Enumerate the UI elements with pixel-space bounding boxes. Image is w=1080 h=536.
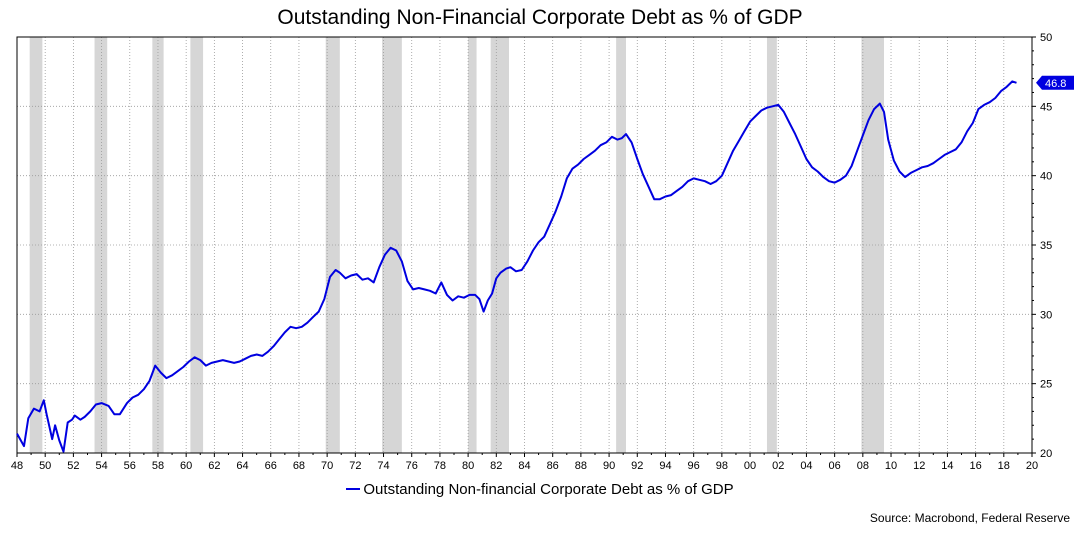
recession-band bbox=[468, 37, 477, 453]
x-tick-label: 20 bbox=[1026, 460, 1038, 472]
legend-label: Outstanding Non-financial Corporate Debt… bbox=[363, 481, 734, 498]
x-tick-label: 60 bbox=[180, 460, 192, 472]
x-tick-label: 16 bbox=[969, 460, 981, 472]
recession-band bbox=[190, 37, 204, 453]
x-tick-label: 84 bbox=[518, 460, 530, 472]
x-tick-label: 86 bbox=[547, 460, 559, 472]
legend-line-swatch bbox=[346, 488, 361, 491]
x-tick-label: 08 bbox=[857, 460, 869, 472]
last-value-tag bbox=[1036, 75, 1074, 90]
x-tick-label: 94 bbox=[659, 460, 671, 472]
x-tick-label: 50 bbox=[39, 460, 51, 472]
y-tick-label: 50 bbox=[1040, 32, 1052, 44]
recession-band bbox=[616, 37, 626, 453]
x-tick-label: 74 bbox=[377, 460, 389, 472]
data-series-line bbox=[16, 80, 1017, 453]
x-tick-label: 14 bbox=[941, 460, 953, 472]
x-tick-label: 00 bbox=[744, 460, 756, 472]
x-tick-label: 62 bbox=[208, 460, 220, 472]
x-tick-label: 80 bbox=[462, 460, 474, 472]
x-tick-label: 68 bbox=[293, 460, 305, 472]
x-tick-label: 92 bbox=[631, 460, 643, 472]
x-tick-label: 82 bbox=[490, 460, 502, 472]
x-tick-label: 88 bbox=[575, 460, 587, 472]
recession-band bbox=[29, 37, 43, 453]
recession-band bbox=[94, 37, 108, 453]
x-tick-label: 06 bbox=[829, 460, 841, 472]
chart-title: Outstanding Non-Financial Corporate Debt… bbox=[277, 6, 803, 29]
x-tick-label: 52 bbox=[67, 460, 79, 472]
x-tick-label: 70 bbox=[321, 460, 333, 472]
x-tick-label: 56 bbox=[124, 460, 136, 472]
legend: Outstanding Non-financial Corporate Debt… bbox=[0, 481, 1080, 498]
x-tick-label: 90 bbox=[603, 460, 615, 472]
last-value-label: 46.8 bbox=[1045, 78, 1066, 90]
x-tick-label: 12 bbox=[913, 460, 925, 472]
x-tick-label: 10 bbox=[885, 460, 897, 472]
x-tick-label: 18 bbox=[998, 460, 1010, 472]
y-tick-label: 40 bbox=[1040, 171, 1052, 183]
x-tick-label: 04 bbox=[800, 460, 812, 472]
y-tick-label: 20 bbox=[1040, 448, 1052, 460]
recession-band bbox=[490, 37, 509, 453]
x-tick-label: 02 bbox=[772, 460, 784, 472]
recession-band bbox=[766, 37, 777, 453]
x-tick-label: 64 bbox=[236, 460, 248, 472]
x-tick-label: 98 bbox=[716, 460, 728, 472]
y-tick-label: 45 bbox=[1040, 101, 1052, 113]
x-tick-label: 58 bbox=[152, 460, 164, 472]
recession-band bbox=[382, 37, 402, 453]
x-tick-label: 76 bbox=[406, 460, 418, 472]
x-tick-label: 54 bbox=[95, 460, 107, 472]
x-tick-label: 72 bbox=[349, 460, 361, 472]
y-tick-label: 30 bbox=[1040, 309, 1052, 321]
y-tick-label: 35 bbox=[1040, 240, 1052, 252]
x-tick-label: 78 bbox=[434, 460, 446, 472]
x-tick-label: 66 bbox=[265, 460, 277, 472]
source-note: Source: Macrobond, Federal Reserve bbox=[869, 511, 1070, 525]
x-tick-label: 48 bbox=[11, 460, 23, 472]
x-tick-label: 96 bbox=[688, 460, 700, 472]
y-tick-label: 25 bbox=[1040, 379, 1052, 391]
